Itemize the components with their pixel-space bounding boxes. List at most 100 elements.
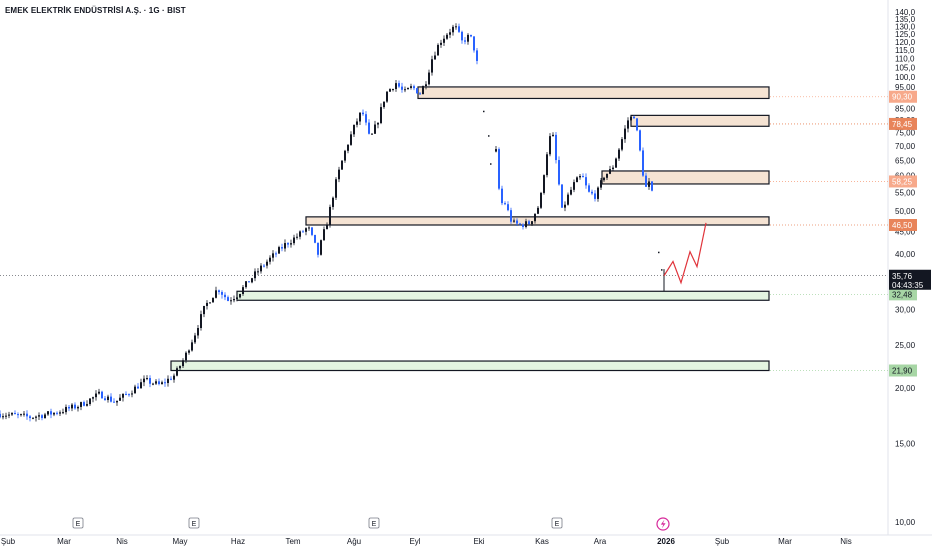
candle-body (104, 398, 106, 401)
svg-text:32,48: 32,48 (892, 290, 913, 299)
y-tick-label: 95,00 (895, 83, 916, 92)
candle-body (389, 89, 391, 92)
svg-text:46,50: 46,50 (892, 221, 913, 230)
candle-body (32, 417, 34, 419)
svg-text:04:43:35: 04:43:35 (892, 281, 924, 290)
candle-body (401, 86, 403, 90)
candle-body (131, 393, 133, 395)
candle-body (591, 191, 593, 194)
candle-body (65, 406, 67, 413)
candle-body (627, 120, 629, 129)
candle-body (501, 188, 503, 204)
x-tick-label: Haz (231, 537, 245, 546)
y-tick-label: 20,00 (895, 384, 916, 393)
x-tick-label: Tem (285, 537, 300, 546)
candle-body (89, 398, 91, 405)
candle-body (600, 180, 602, 188)
price-level-badge: 90,30 (889, 90, 917, 103)
candle-body (392, 89, 394, 91)
candle-body (588, 185, 590, 192)
candle-body (374, 124, 376, 134)
candle-body (365, 114, 367, 123)
candle-body (281, 247, 283, 249)
y-tick-label: 120,0 (895, 38, 916, 47)
candle-body (62, 412, 64, 414)
candle-body (296, 236, 298, 238)
y-tick-label: 55,00 (895, 189, 916, 198)
svg-text:21,90: 21,90 (892, 367, 913, 376)
support-zone (236, 290, 770, 301)
candle-body (473, 36, 475, 51)
candle-body (425, 84, 427, 86)
candle-body (413, 86, 415, 89)
candle-body (410, 86, 412, 88)
candle-body (17, 414, 19, 416)
candle-body (371, 133, 373, 135)
candle-body (624, 128, 626, 140)
projection-path (663, 222, 707, 285)
candle-body (356, 121, 358, 125)
candle-body (582, 176, 584, 178)
x-tick-label: Kas (535, 537, 549, 546)
candle-body (23, 413, 25, 415)
candle-body (618, 149, 620, 159)
x-tick-label: Ara (594, 537, 607, 546)
candle-body (143, 378, 145, 383)
candle-body (233, 298, 235, 301)
earnings-marker[interactable]: E (188, 517, 200, 529)
candle-body (260, 265, 262, 272)
candle-body (543, 175, 545, 193)
resistance-zone (601, 170, 770, 185)
candle-body (633, 116, 635, 119)
candle-body (498, 149, 500, 189)
candle-body (284, 243, 286, 249)
candle-body (452, 26, 454, 33)
x-tick-label: Şub (715, 537, 730, 546)
candle-body (116, 400, 118, 403)
candle-body (404, 89, 406, 91)
x-tick-label: Mar (778, 537, 792, 546)
candle-body (158, 381, 160, 385)
candle-body (519, 223, 521, 225)
candle-body (594, 193, 596, 199)
candle-body (534, 213, 536, 222)
candle-body (546, 154, 548, 176)
candle-body (437, 44, 439, 56)
candle-body (83, 402, 85, 406)
candle-body (71, 404, 73, 409)
candle-body (603, 177, 605, 181)
candle-body (203, 305, 205, 315)
candle-body (302, 231, 304, 233)
earnings-marker[interactable]: E (368, 517, 380, 529)
candle-body (368, 122, 370, 134)
candle-body (440, 42, 442, 45)
candle-body (407, 87, 409, 90)
candle-body (585, 177, 587, 186)
candle-body (107, 396, 109, 401)
x-tick-label: Ağu (347, 537, 361, 546)
candle-body (11, 413, 13, 415)
candle-body (200, 314, 202, 329)
candle-body (110, 396, 112, 402)
candle-body (510, 210, 512, 222)
earnings-marker[interactable]: E (551, 517, 563, 529)
candle-body (516, 220, 518, 224)
candle-dot (661, 269, 663, 271)
svg-text:90,30: 90,30 (892, 93, 913, 102)
candle-body (525, 221, 527, 227)
candle-body (507, 204, 509, 211)
candle-body (323, 229, 325, 241)
candle-body (564, 204, 566, 208)
candle-body (254, 271, 256, 279)
earnings-marker[interactable]: E (72, 517, 84, 529)
lightning-icon[interactable] (656, 517, 670, 531)
candle-body (320, 240, 322, 255)
candle-body (230, 300, 232, 302)
y-tick-label: 125,0 (895, 30, 916, 39)
candle-body (528, 221, 530, 225)
candle-body (428, 72, 430, 85)
y-tick-label: 40,00 (895, 250, 916, 259)
y-tick-label: 135,0 (895, 15, 916, 24)
candle-body (612, 167, 614, 170)
